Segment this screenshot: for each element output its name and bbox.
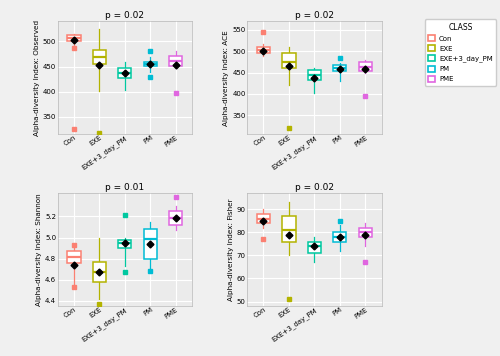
Legend: Con, EXE, EXE+3_day_PM, PM, PME: Con, EXE, EXE+3_day_PM, PM, PME [425,19,496,86]
Y-axis label: Alpha-diversity Index: ACE: Alpha-diversity Index: ACE [224,30,230,126]
Title: p = 0.02: p = 0.02 [106,11,144,20]
Title: p = 0.01: p = 0.01 [106,183,144,192]
Bar [358,62,372,71]
Bar [93,50,106,64]
Bar [68,36,80,41]
Bar [358,228,372,237]
Y-axis label: Alpha-diversity Index: Shannon: Alpha-diversity Index: Shannon [36,193,42,306]
Bar [333,65,346,71]
Bar [257,214,270,223]
Bar [118,240,132,248]
Bar [282,216,296,242]
Bar [308,70,321,80]
Bar [93,262,106,282]
Bar [68,251,80,263]
Bar [308,242,321,253]
Bar [282,53,296,68]
Bar [169,56,182,66]
Bar [333,232,346,242]
Bar [144,229,157,258]
Title: p = 0.02: p = 0.02 [295,183,334,192]
Y-axis label: Alpha-diversity Index: Fisher: Alpha-diversity Index: Fisher [228,198,234,301]
Bar [144,62,157,66]
Bar [169,211,182,225]
Bar [257,47,270,53]
Bar [118,68,132,78]
Title: p = 0.02: p = 0.02 [295,11,334,20]
Y-axis label: Alpha-diversity Index: Observed: Alpha-diversity Index: Observed [34,20,40,136]
